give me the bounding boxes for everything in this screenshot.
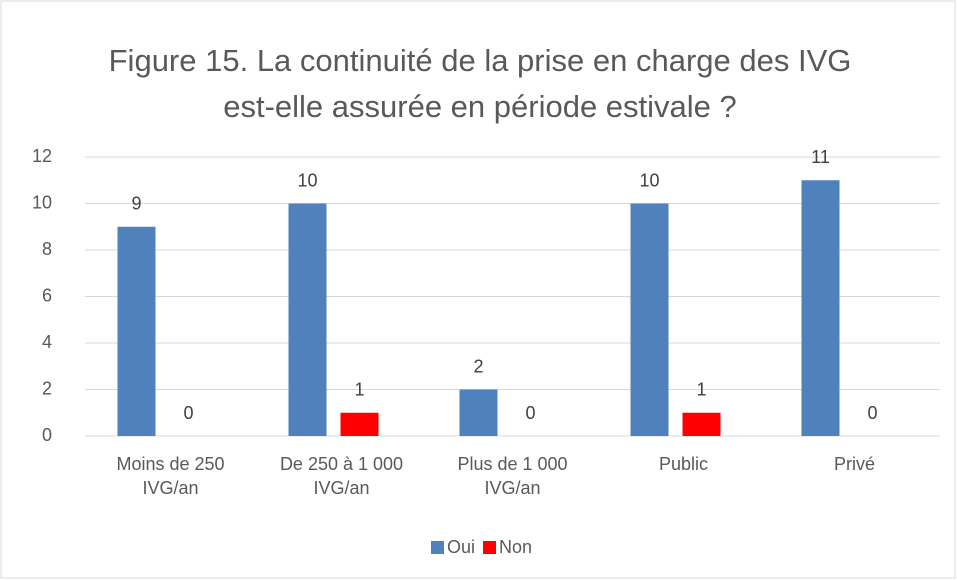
legend-label: Non bbox=[499, 537, 532, 557]
y-tick-label: 6 bbox=[42, 285, 52, 305]
bar bbox=[801, 180, 840, 436]
data-label: 0 bbox=[525, 403, 535, 423]
data-label: 1 bbox=[696, 380, 706, 400]
bar bbox=[117, 226, 156, 436]
bar bbox=[340, 412, 379, 436]
bar bbox=[288, 203, 327, 436]
x-tick-label: De 250 à 1 000 IVG/an bbox=[279, 454, 404, 498]
y-tick-label: 8 bbox=[42, 239, 52, 259]
data-label: 0 bbox=[867, 403, 877, 423]
legend-label: Oui bbox=[447, 537, 475, 557]
data-label: 1 bbox=[354, 380, 364, 400]
legend-swatch bbox=[483, 541, 497, 554]
data-label: 11 bbox=[811, 147, 830, 167]
bar bbox=[682, 412, 721, 436]
x-tick-label: Privé bbox=[833, 454, 875, 474]
y-tick-label: 12 bbox=[32, 146, 52, 166]
data-label: 2 bbox=[473, 356, 483, 376]
y-tick-label: 4 bbox=[42, 332, 52, 352]
y-tick-label: 2 bbox=[42, 378, 52, 398]
bar bbox=[459, 389, 498, 436]
x-tick-label: Moins de 250 IVG/an bbox=[116, 454, 225, 498]
data-label: 0 bbox=[183, 403, 193, 423]
data-label: 9 bbox=[131, 194, 141, 214]
x-tick-label: Public bbox=[658, 454, 709, 474]
y-tick-label: 0 bbox=[42, 425, 52, 445]
chart-title: Figure 15. La continuité de la prise en … bbox=[108, 43, 852, 124]
data-label: 10 bbox=[297, 170, 317, 190]
legend-swatch bbox=[431, 541, 444, 554]
x-tick-label: Plus de 1 000 IVG/an bbox=[457, 454, 568, 498]
data-label: 10 bbox=[639, 170, 659, 190]
bar bbox=[630, 203, 669, 436]
y-tick-label: 10 bbox=[32, 192, 52, 212]
